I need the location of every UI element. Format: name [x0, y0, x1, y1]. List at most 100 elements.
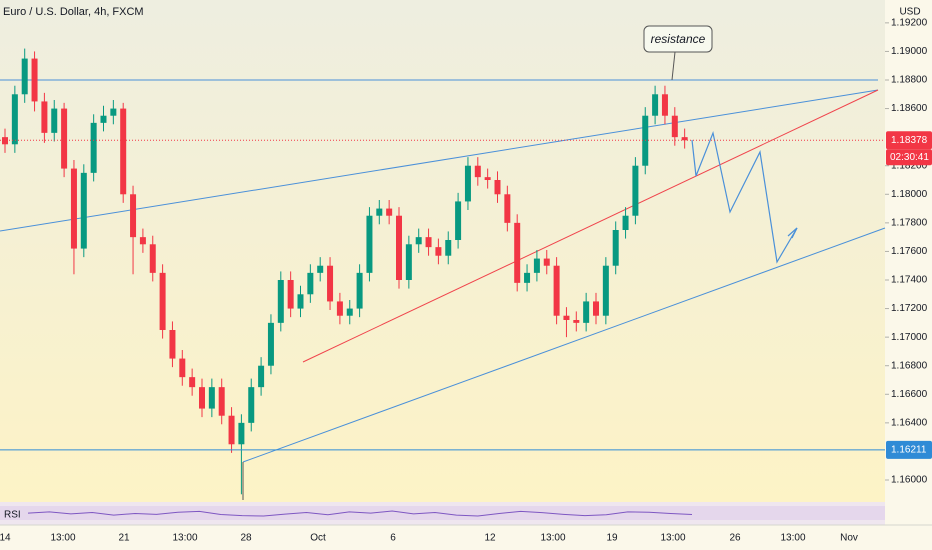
candle-body [70, 168, 77, 249]
candle-body [149, 244, 156, 273]
candle-body [405, 244, 412, 280]
y-tick-label: 1.17800 [891, 217, 928, 228]
y-tick-label: 1.19000 [891, 46, 928, 57]
candle-body [336, 301, 343, 316]
candle-body [583, 301, 590, 323]
candle-body [169, 330, 176, 359]
y-tick-label: 1.18800 [891, 75, 928, 86]
x-tick-label: 13:00 [780, 533, 805, 544]
candle-body [622, 215, 629, 230]
projection-path [691, 130, 798, 264]
price-tag [886, 440, 932, 459]
candle-body [514, 222, 521, 283]
candle-body [179, 358, 186, 378]
candle-body [494, 180, 501, 195]
x-tick-label: Nov [840, 533, 858, 544]
candle-body [267, 322, 274, 366]
y-tick-label: 1.16600 [891, 389, 928, 400]
y-tick-label: 1.18200 [891, 160, 928, 171]
x-tick-label: 13:00 [540, 533, 565, 544]
y-tick-label: 1.17000 [891, 332, 928, 343]
candle-body [652, 94, 659, 116]
x-tick-label: 26 [729, 533, 741, 544]
candle-body [120, 108, 127, 195]
candle-body [317, 265, 324, 273]
y-tick-label: 1.18000 [891, 189, 928, 200]
candle-body [376, 208, 383, 216]
x-tick-label: 14 [0, 533, 11, 544]
candle-body [139, 237, 146, 245]
annotation-pointer [671, 51, 676, 81]
candle-body [110, 108, 117, 116]
x-tick-label: 12 [484, 533, 496, 544]
x-tick-label: 6 [390, 533, 396, 544]
plot-background [0, 0, 885, 502]
candle-body [307, 272, 314, 295]
candle-body [327, 265, 334, 302]
trend-line [242, 227, 886, 463]
candle-body [159, 272, 166, 330]
y-tick-label: 1.17600 [891, 246, 928, 257]
candle-body [425, 237, 432, 248]
candle-body [593, 301, 599, 316]
candle-body [51, 108, 58, 133]
candle-body [297, 294, 304, 309]
trend-line [302, 89, 879, 363]
candle-body [435, 247, 442, 256]
candle-body [277, 280, 284, 323]
y-tick-label: 1.19200 [891, 17, 928, 28]
candle-body [218, 387, 225, 416]
price-tag-label: 1.18378 [891, 135, 928, 146]
x-tick-label: 19 [606, 533, 618, 544]
candle-body [100, 115, 107, 123]
candle-body [41, 101, 48, 133]
x-tick-label: 13:00 [50, 533, 75, 544]
candles [2, 48, 688, 495]
candle-body [661, 94, 668, 116]
candle-body [238, 422, 245, 445]
y-tick-label: 1.18600 [891, 103, 928, 114]
candle-body [287, 280, 294, 309]
rsi-label: RSI [4, 510, 21, 521]
candle-body [346, 308, 353, 316]
candle-body [464, 165, 471, 202]
price-tag-label: 1.16211 [891, 444, 927, 455]
annotation: resistance [651, 32, 706, 46]
y-tick-label: 1.17200 [891, 303, 928, 314]
candle-body [415, 237, 422, 245]
candle-body [366, 215, 373, 273]
candle-body [258, 365, 265, 388]
candle-body [80, 172, 87, 249]
rsi-line [27, 510, 693, 517]
candle-body [31, 58, 38, 102]
chart-title: Euro / U.S. Dollar, 4h, FXCM [3, 6, 144, 18]
candle-body [573, 320, 580, 323]
candle-body [455, 201, 462, 240]
candle-body [90, 122, 97, 173]
candle-body [396, 215, 402, 280]
candle-body [208, 387, 215, 409]
candle-body [356, 272, 363, 309]
candle-body [474, 165, 481, 178]
x-tick-label: 13:00 [172, 533, 197, 544]
candle-body [21, 58, 28, 95]
candle-body [524, 272, 531, 283]
candle-body [248, 387, 255, 423]
candle-body [386, 208, 393, 216]
candle-body [602, 265, 609, 316]
candle-body [228, 415, 235, 445]
candle-body [612, 230, 619, 266]
x-tick-label: 13:00 [660, 533, 685, 544]
y-tick-label: 1.16000 [891, 475, 928, 486]
countdown-tag [886, 149, 932, 166]
candle-body [445, 240, 452, 256]
currency: USD [899, 7, 920, 18]
time-scale [0, 525, 885, 550]
y-tick-label: 1.16400 [891, 417, 928, 428]
candle-body [632, 165, 639, 216]
x-tick-label: Oct [310, 533, 326, 544]
candle-body [543, 258, 550, 266]
x-tick-label: 21 [118, 533, 130, 544]
